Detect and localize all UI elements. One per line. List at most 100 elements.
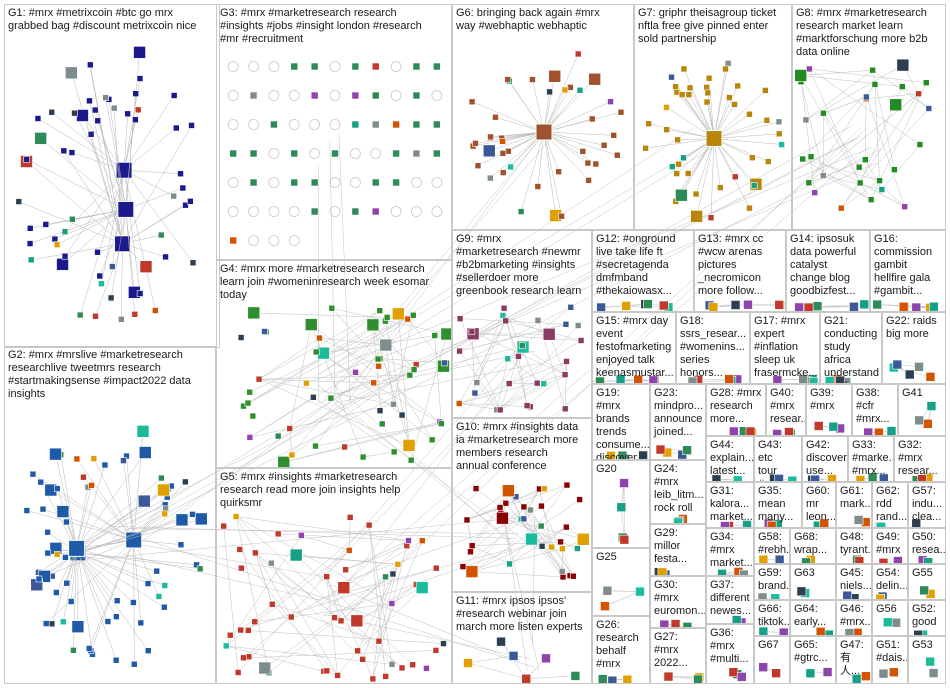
vertex-node[interactable] [187,198,194,205]
vertex-node[interactable] [61,228,69,235]
vertex-node[interactable] [859,299,869,310]
vertex-node[interactable] [287,613,295,621]
vertex-node[interactable] [610,132,618,139]
vertex-node[interactable] [412,149,421,158]
group-g23[interactable]: G23: mindpro... announce joined... [650,384,706,460]
vertex-node[interactable] [502,499,510,507]
vertex-node[interactable] [379,338,393,352]
vertex-node[interactable] [290,62,299,71]
vertex-node[interactable] [794,69,808,82]
vertex-node[interactable] [505,380,513,387]
self-loop-node[interactable] [288,235,300,246]
vertex-node[interactable] [91,106,99,114]
self-loop-node[interactable] [288,206,300,217]
self-loop-node[interactable] [349,177,361,188]
self-loop-node[interactable] [329,206,341,217]
vertex-node[interactable] [44,528,51,536]
vertex-node[interactable] [407,456,415,464]
vertex-node[interactable] [371,207,380,216]
group-g48[interactable]: G48: tyrant... [836,528,872,564]
vertex-node[interactable] [378,420,386,428]
vertex-node[interactable] [558,568,566,575]
vertex-node[interactable] [196,565,204,573]
vertex-node[interactable] [220,522,227,530]
group-g17[interactable]: G17: #mrx expert #inflation sleep uk fra… [750,312,820,384]
vertex-node[interactable] [574,322,582,329]
vertex-node[interactable] [499,150,507,157]
vertex-node[interactable] [351,120,360,129]
vertex-node[interactable] [288,451,296,459]
vertex-node[interactable] [94,248,101,256]
vertex-node[interactable] [456,315,464,322]
vertex-node[interactable] [62,554,69,561]
vertex-node[interactable] [375,362,382,370]
self-loop-node[interactable] [288,119,300,130]
vertex-node[interactable] [26,240,34,247]
group-g16[interactable]: G16: commission gambit hellfire gala #ga… [870,230,946,312]
vertex-node[interactable] [382,673,389,680]
vertex-node[interactable] [39,505,47,513]
vertex-node[interactable] [423,665,430,672]
vertex-node[interactable] [729,426,739,436]
vertex-node[interactable] [538,542,546,550]
vertex-node[interactable] [351,207,360,216]
vertex-node[interactable] [189,259,197,267]
vertex-node[interactable] [690,210,703,223]
group-g42[interactable]: G42: discover use... [802,436,848,482]
vertex-node[interactable] [775,130,783,138]
vertex-node[interactable] [369,675,377,683]
self-loop-node[interactable] [268,177,280,188]
vertex-node[interactable] [134,106,142,114]
vertex-node[interactable] [310,91,319,100]
vertex-node[interactable] [680,65,688,73]
vertex-node[interactable] [904,369,915,380]
vertex-node[interactable] [499,138,506,145]
vertex-node[interactable] [913,629,923,636]
vertex-node[interactable] [226,631,234,639]
vertex-node[interactable] [576,532,590,546]
vertex-node[interactable] [418,537,426,545]
vertex-node[interactable] [540,485,548,493]
self-loop-node[interactable] [227,177,239,188]
vertex-node[interactable] [863,427,874,436]
group-g13[interactable]: G13: #mrx cc #wcw arenas pictures _necro… [694,230,786,312]
vertex-node[interactable] [390,400,397,408]
group-g38[interactable]: G38: #cfr #mrx... [852,384,898,436]
vertex-node[interactable] [274,432,282,440]
self-loop-node[interactable] [248,206,259,217]
vertex-node[interactable] [849,301,859,311]
self-loop-node[interactable] [390,206,402,217]
vertex-node[interactable] [456,347,463,355]
vertex-node[interactable] [415,581,429,594]
vertex-node[interactable] [892,359,903,370]
vertex-node[interactable] [538,502,545,510]
vertex-node[interactable] [113,597,121,604]
vertex-node[interactable] [534,317,542,324]
vertex-node[interactable] [59,618,67,626]
self-loop-node[interactable] [329,90,341,101]
vertex-node[interactable] [675,160,682,168]
vertex-node[interactable] [659,619,670,628]
vertex-node[interactable] [392,149,400,158]
vertex-node[interactable] [374,355,382,363]
vertex-node[interactable] [433,149,441,158]
vertex-node[interactable] [919,585,929,596]
vertex-node[interactable] [716,184,724,191]
vertex-node[interactable] [63,518,70,526]
vertex-node[interactable] [438,420,445,427]
vertex-node[interactable] [771,668,781,678]
vertex-node[interactable] [518,342,526,349]
vertex-node[interactable] [812,301,823,311]
self-loop-node[interactable] [227,61,239,72]
group-g52[interactable]: G52: good [908,600,946,636]
vertex-node[interactable] [692,190,700,198]
vertex-node[interactable] [496,511,509,525]
group-g21[interactable]: G21: conducting study africa understand … [820,312,882,384]
vertex-node[interactable] [468,542,476,549]
vertex-node[interactable] [432,647,440,654]
vertex-node[interactable] [102,94,109,101]
group-g28[interactable]: G28: #mrx research more... [706,384,766,436]
vertex-node[interactable] [467,548,474,556]
group-g33[interactable]: G33: #marke... #mrx... [848,436,894,482]
vertex-node[interactable] [863,93,870,101]
